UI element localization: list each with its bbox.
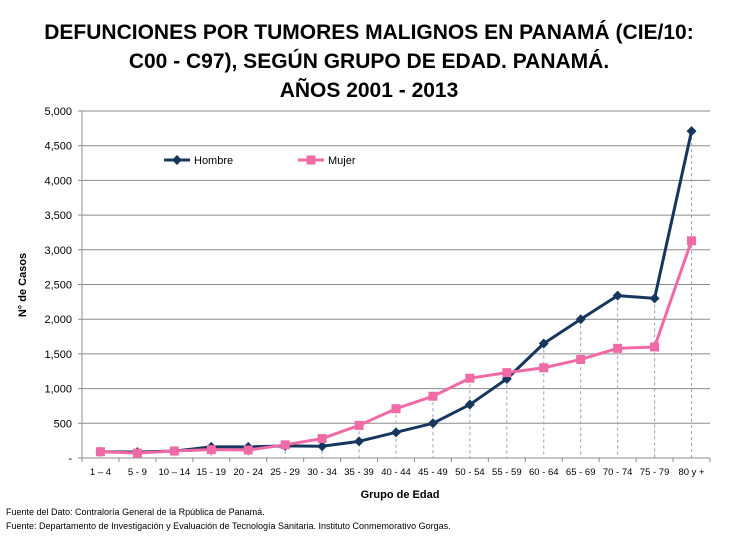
chart-title-line-1: DEFUNCIONES POR TUMORES MALIGNOS EN PANA…: [44, 21, 694, 44]
data-point-mujer: [428, 391, 438, 401]
data-point-mujer: [206, 445, 216, 455]
data-point-hombre: [649, 293, 660, 304]
x-tick-label: 10 – 14: [159, 467, 191, 478]
data-point-mujer: [317, 434, 327, 444]
chart-title-line-3: AÑOS 2001 - 2013: [279, 79, 459, 102]
x-tick-label: 80 y +: [678, 467, 705, 478]
data-point-mujer: [687, 236, 697, 246]
source-note-department: Fuente: Departamento de Investigación y …: [6, 521, 451, 531]
x-tick-label: 75 - 79: [640, 467, 670, 478]
legend-label-hombre: Hombre: [194, 155, 233, 167]
y-tick-label: 4,500: [44, 141, 72, 153]
data-point-hombre: [612, 290, 623, 301]
y-axis-label: N° de Casos: [17, 253, 29, 317]
chart-title: DEFUNCIONES POR TUMORES MALIGNOS EN PANA…: [0, 18, 738, 105]
legend-label-mujer: Mujer: [328, 155, 356, 167]
x-tick-label: 25 - 29: [270, 467, 300, 478]
x-tick-label: 60 - 64: [529, 467, 559, 478]
y-tick-label: 3,000: [44, 245, 72, 257]
x-axis-label: Grupo de Edad: [361, 489, 440, 501]
data-point-hombre: [575, 314, 586, 325]
y-tick-label: 500: [54, 418, 72, 430]
data-point-mujer: [613, 343, 623, 353]
source-note-data: Fuente del Dato: Contraloría General de …: [6, 507, 265, 517]
grid-layer: [82, 110, 710, 458]
data-point-mujer: [280, 440, 290, 450]
data-point-hombre: [354, 436, 365, 447]
y-tick-label: 2,000: [44, 314, 72, 326]
y-tick-label: 5,000: [44, 106, 72, 118]
x-tick-label: 45 - 49: [418, 467, 448, 478]
data-point-mujer: [391, 404, 401, 414]
x-tick-label: 55 - 59: [492, 467, 522, 478]
data-point-mujer: [502, 368, 512, 378]
x-tick-label: 30 - 34: [307, 467, 337, 478]
axis-layer: - 500 1,000 1,500 2,000 2,500 3,000 3,500 4,000 4…: [44, 106, 711, 478]
legend: Hombre Mujer: [164, 155, 356, 167]
data-point-mujer: [539, 363, 549, 373]
legend-marker-hombre: [172, 155, 182, 165]
x-tick-label: 50 - 54: [455, 467, 485, 478]
data-point-hombre: [391, 427, 401, 438]
x-tick-label: 65 - 69: [566, 467, 596, 478]
y-tick-label: 1,500: [44, 349, 72, 361]
y-tick-label: 2,500: [44, 280, 72, 292]
data-point-mujer: [132, 448, 142, 458]
data-point-hombre: [464, 399, 475, 410]
series-layer: [95, 126, 697, 458]
data-point-mujer: [243, 445, 253, 455]
data-point-mujer: [95, 447, 105, 457]
x-tick-label: 40 - 44: [381, 467, 411, 478]
data-point-mujer: [576, 354, 586, 364]
data-point-mujer: [650, 342, 660, 352]
data-point-hombre: [686, 126, 697, 137]
series-line-hombre: [100, 130, 693, 454]
data-point-mujer: [169, 446, 179, 456]
chart-title-line-2: C00 - C97), SEGÚN GRUPO DE EDAD. PANAMÁ.: [128, 50, 610, 73]
legend-marker-mujer: [306, 155, 316, 165]
y-tick-label: -: [68, 453, 72, 465]
x-tick-label: 1 – 4: [90, 467, 111, 478]
x-tick-label: 20 - 24: [233, 467, 263, 478]
y-tick-label: 4,000: [44, 175, 72, 187]
data-point-mujer: [354, 420, 364, 430]
data-point-hombre: [317, 441, 328, 452]
data-point-hombre: [427, 418, 438, 429]
x-tick-label: 5 - 9: [128, 467, 147, 478]
x-tick-label: 15 - 19: [197, 467, 227, 478]
y-tick-label: 1,000: [44, 384, 72, 396]
x-tick-label: 70 - 74: [603, 467, 633, 478]
data-point-hombre: [538, 338, 549, 349]
data-point-mujer: [465, 373, 475, 383]
y-tick-label: 3,500: [44, 210, 72, 222]
x-tick-label: 35 - 39: [344, 467, 374, 478]
